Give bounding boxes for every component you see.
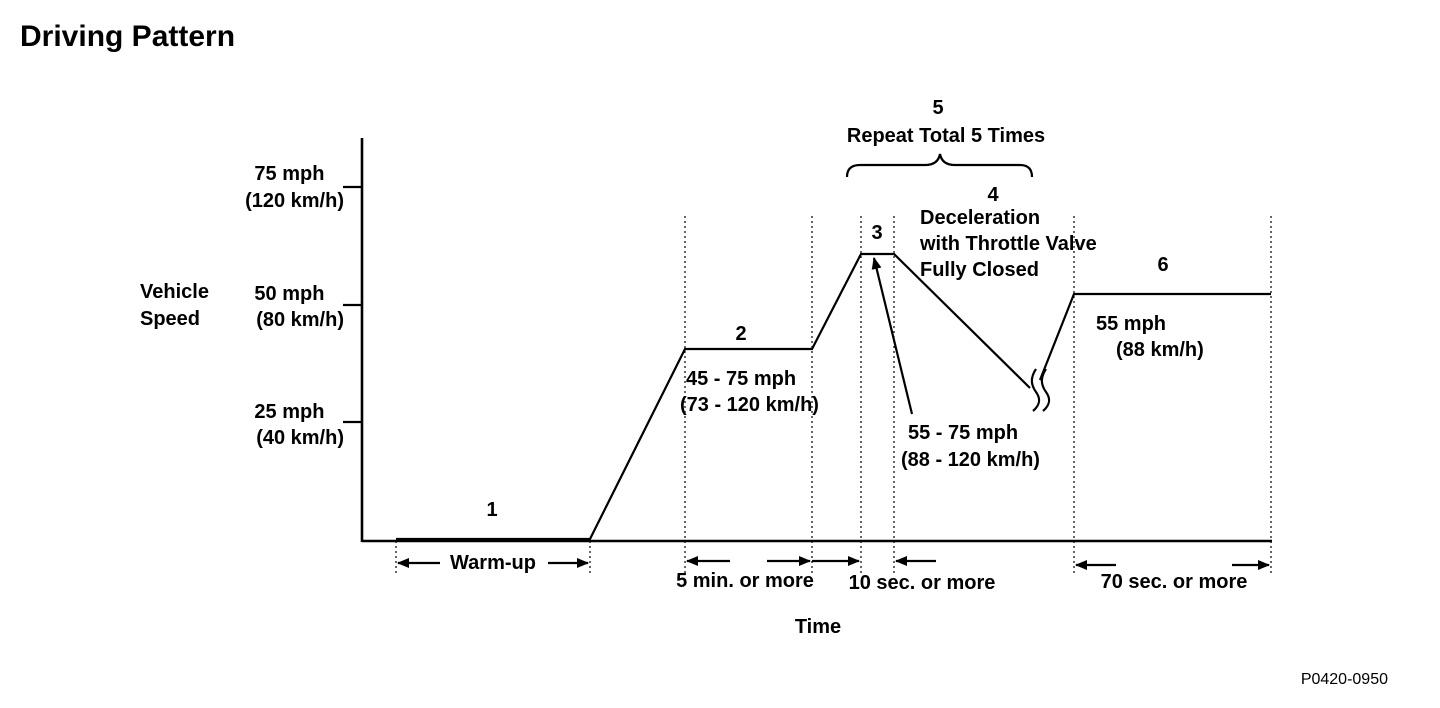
step6-duration-label: 70 sec. or more xyxy=(1101,571,1248,593)
y-axis-label: Vehicle Speed xyxy=(140,281,215,330)
y-tick-label-75: 75 mph (120 km/h) xyxy=(245,163,344,212)
y-tick-label-50: 50 mph (80 km/h) xyxy=(254,283,344,331)
step-4-number: 4 xyxy=(987,184,999,206)
page-title: Driving Pattern xyxy=(20,20,235,53)
step-6-speed: 55 mph (88 km/h) xyxy=(1096,313,1204,361)
step-5-number: 5 xyxy=(932,97,943,119)
x-axis-label: Time xyxy=(795,616,841,638)
step-5-description: Repeat Total 5 Times xyxy=(847,125,1045,147)
step-6-number: 6 xyxy=(1157,254,1168,276)
step-1-number: 1 xyxy=(486,499,497,521)
step-3-number: 3 xyxy=(871,222,882,244)
break-symbol xyxy=(1030,368,1041,412)
callout-arrow xyxy=(871,257,914,415)
step-4-description: Deceleration with Throttle Valve Fully C… xyxy=(919,207,1102,281)
warmup-label: Warm-up xyxy=(450,552,536,574)
step2-duration-label: 5 min. or more xyxy=(676,570,814,592)
break-symbol-2 xyxy=(1040,368,1051,412)
y-tick-label-25: 25 mph (40 km/h) xyxy=(254,401,344,449)
figure-code: P0420-0950 xyxy=(1301,671,1388,688)
speed-profile-step6 xyxy=(1038,292,1271,381)
step-2-number: 2 xyxy=(735,323,746,345)
repeat-brace xyxy=(845,153,1034,178)
step-2-speed-range: 45 - 75 mph (73 - 120 km/h) xyxy=(680,368,819,416)
step3-duration-label: 10 sec. or more xyxy=(849,572,996,594)
speed-profile-line xyxy=(396,252,1031,541)
callout-speed-range: 55 - 75 mph (88 - 120 km/h) xyxy=(901,422,1040,471)
